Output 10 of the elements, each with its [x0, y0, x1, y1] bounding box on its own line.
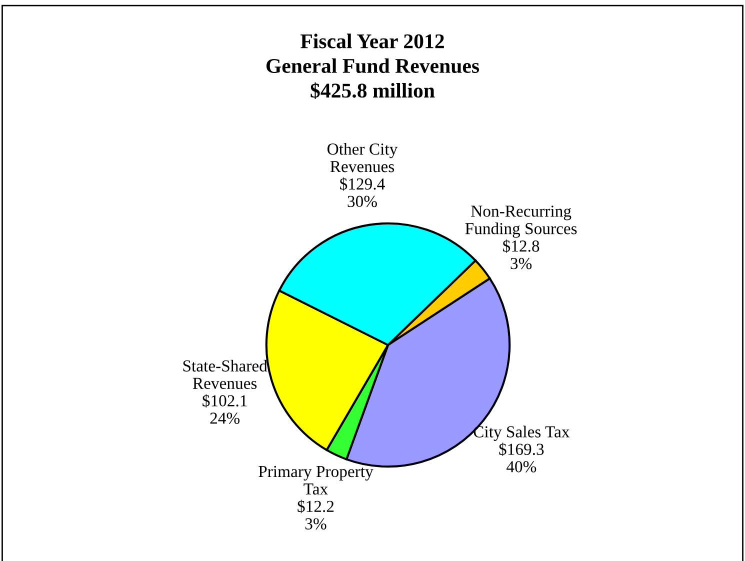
data-label: $12.2 3% [298, 500, 334, 530]
data-label: $129.4 30% [340, 177, 385, 208]
slice-label: Other City Revenues [328, 142, 398, 172]
data-label: $169.3 40% [499, 442, 544, 472]
slice-label: Primary Property Tax [258, 466, 374, 495]
slice-label: State-Shared Revenues [183, 360, 268, 389]
data-label: $12.8 3% [503, 239, 540, 270]
chart-title: Fiscal Year 2012 General Fund Revenues $425.8 million [266, 34, 480, 100]
data-label: $102.1 24% [202, 394, 247, 424]
slice-label: Non-Recurring Funding Sources [465, 206, 577, 238]
